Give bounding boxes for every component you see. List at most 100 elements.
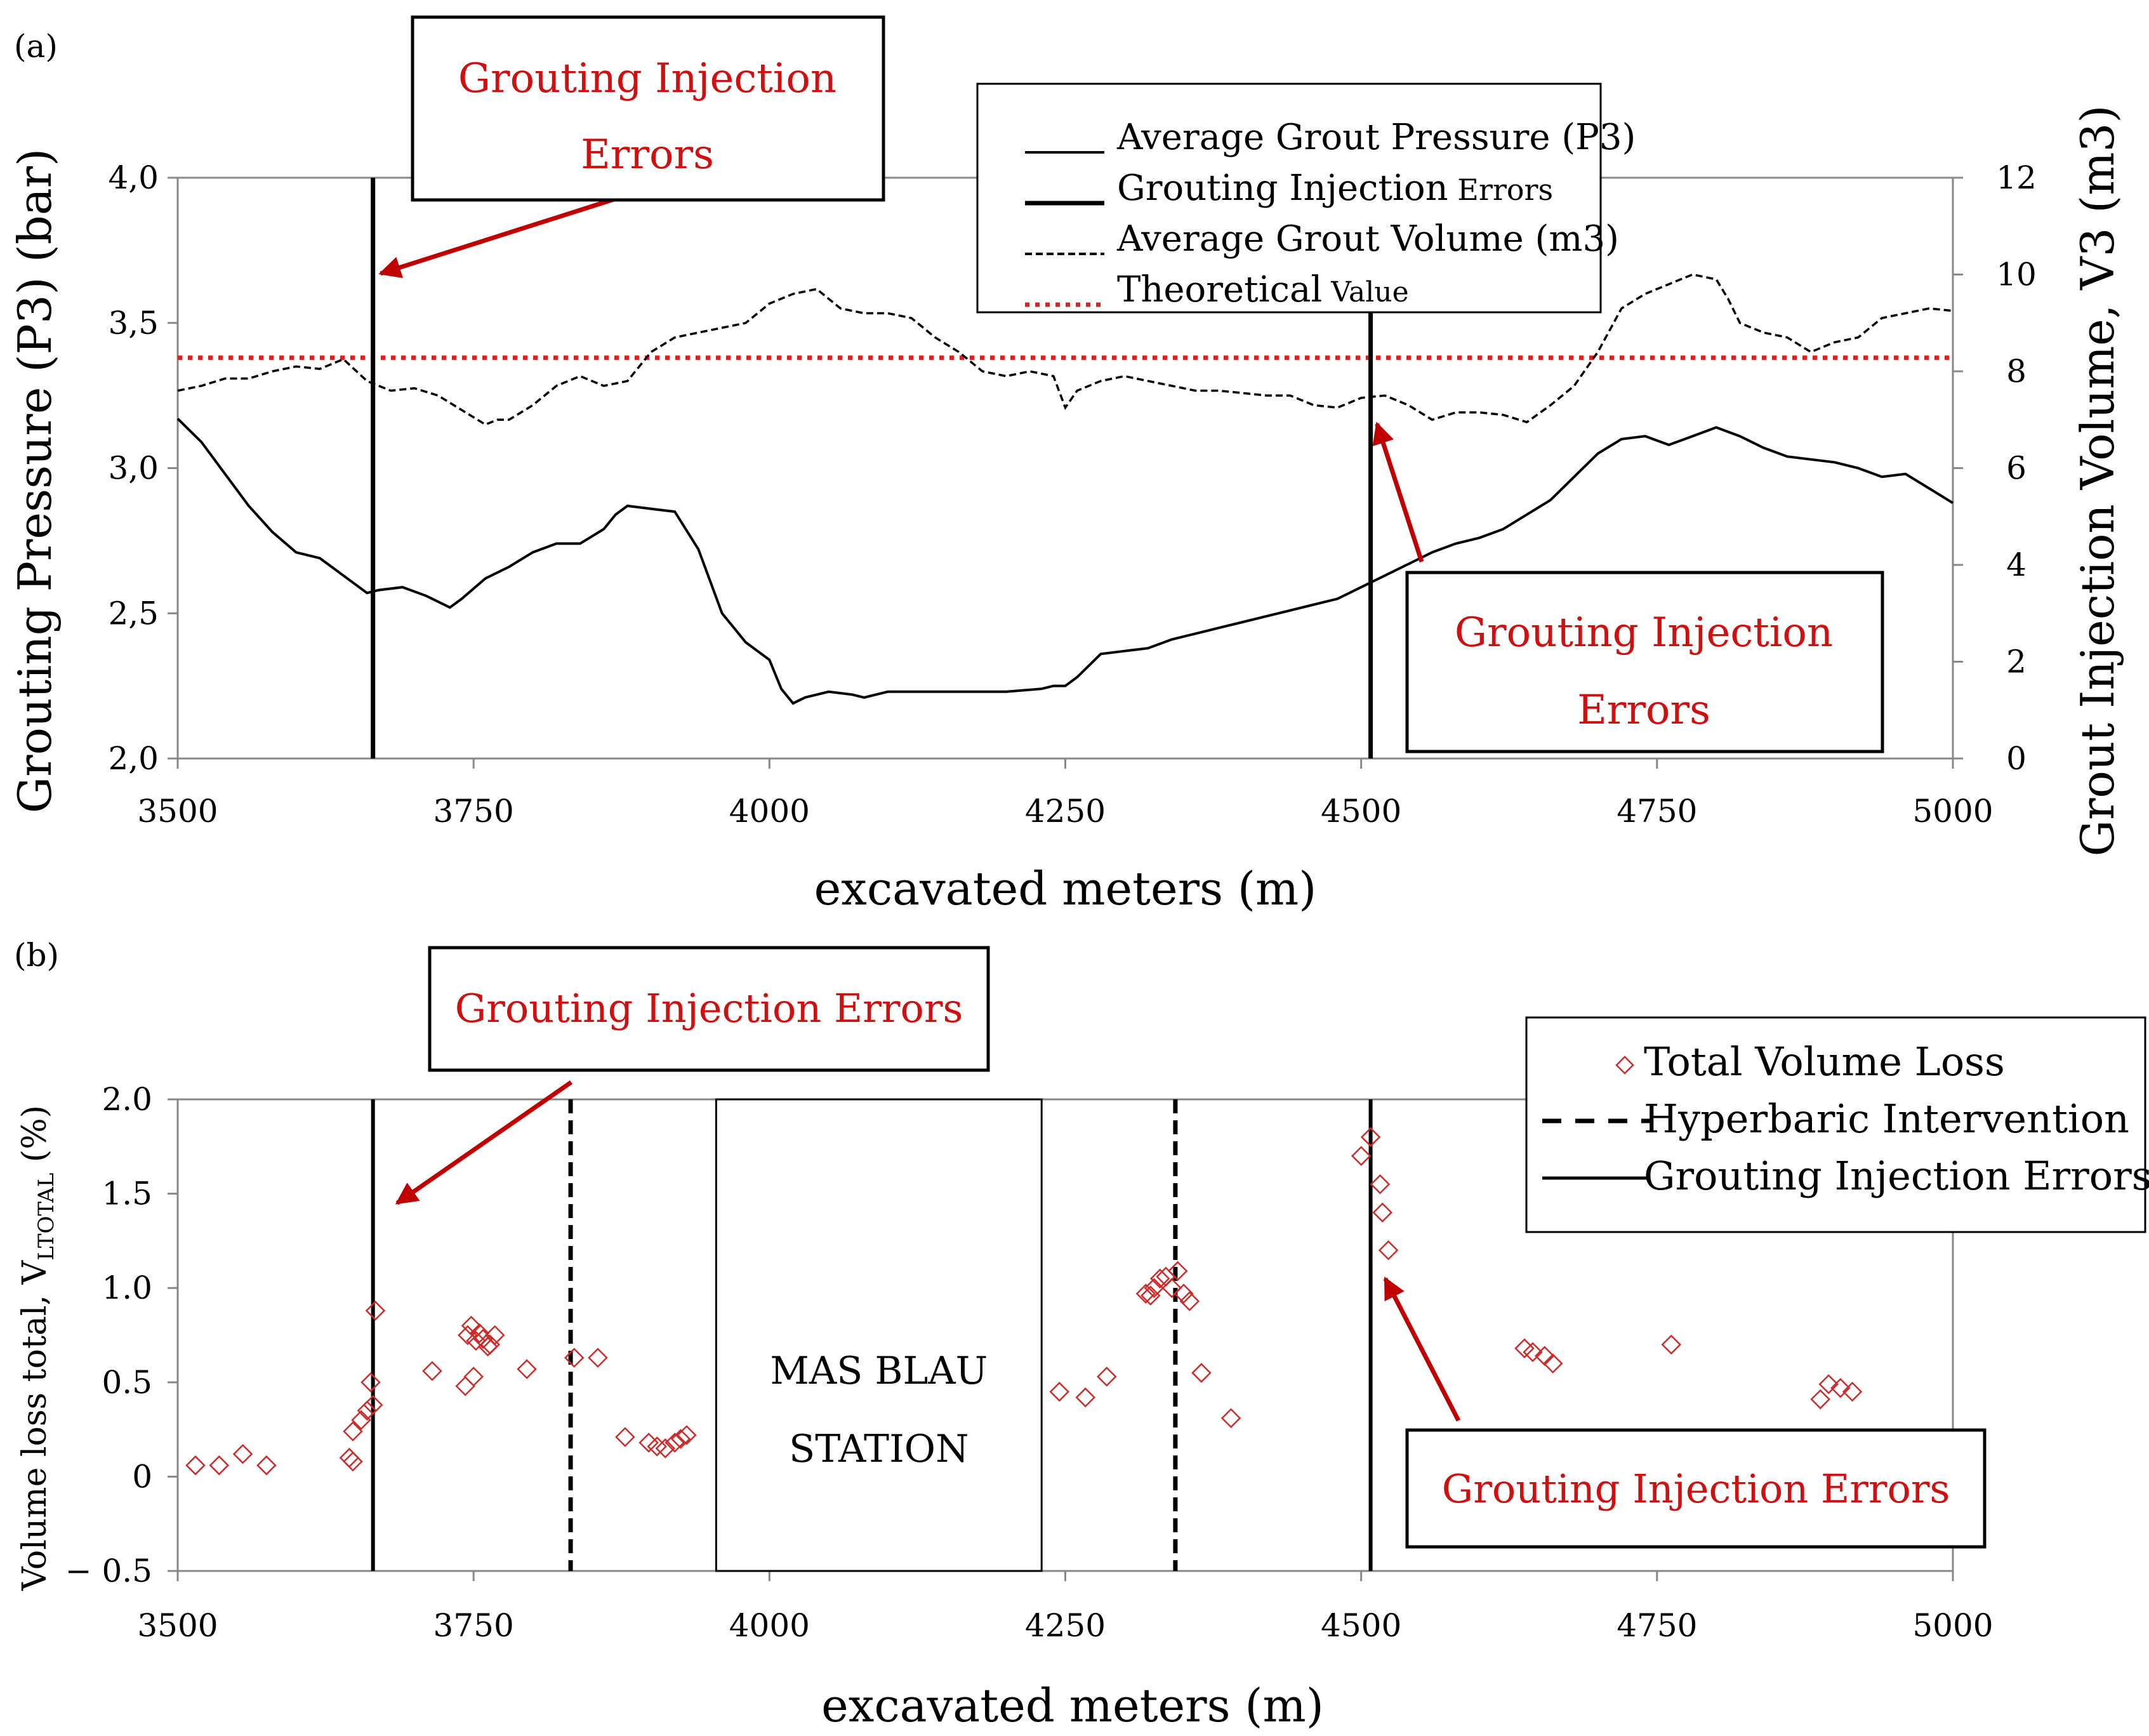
volume-loss-point: [1096, 1367, 1117, 1387]
volume-loss-point: [1191, 1363, 1212, 1383]
volume-loss-point: [655, 1438, 676, 1459]
volume-loss-point: [469, 1323, 490, 1344]
y-axis-label: Volume loss total, VLTOTAL (%): [16, 1105, 59, 1591]
y-tick-label: 3,5: [108, 305, 159, 341]
volume-loss-point: [466, 1330, 486, 1351]
x-tick-label: 4250: [1025, 1607, 1106, 1644]
volume-loss-point: [232, 1443, 253, 1464]
volume-loss-point: [1514, 1338, 1535, 1359]
annotation-box: [1405, 1428, 1987, 1549]
y-axis-label-unit: (%): [16, 1105, 54, 1173]
volume-loss-point: [517, 1359, 537, 1379]
volume-loss-point: [1542, 1353, 1563, 1374]
volume-loss-point: [360, 1372, 381, 1393]
panel-label: (a): [14, 28, 58, 65]
x-tick-label: 4000: [729, 793, 810, 830]
y-tick-label: 2,0: [108, 740, 159, 777]
legend-a: Average Grout Pressure (P3) Grouting Inje…: [976, 83, 1636, 314]
legend-box: [1525, 1016, 2146, 1233]
x-tick-label: 5000: [1912, 793, 1993, 830]
annotation-text: Grouting Injection Errors: [1442, 1466, 1950, 1512]
volume-loss-point: [351, 1410, 371, 1431]
x-tick-label: 4000: [729, 1607, 810, 1644]
volume-loss-point: [1149, 1268, 1170, 1289]
x-axis-label: excavated meters (m): [821, 1679, 1324, 1732]
x-tick-label: 4750: [1617, 1607, 1697, 1644]
volume-loss-point: [1220, 1408, 1241, 1429]
volume-loss-point: [1661, 1334, 1681, 1355]
annotation-arrow: [1372, 421, 1424, 563]
y-axis-label: Grouting Pressure (P3) (bar): [8, 149, 62, 814]
volume-loss-point: [1174, 1283, 1194, 1304]
y-tick-label: − 0.5: [65, 1553, 152, 1589]
volume-loss-point: [1161, 1278, 1182, 1298]
volume-loss-point: [209, 1455, 230, 1476]
annotation-text: Errors: [1577, 687, 1710, 734]
x-tick-label: 4500: [1321, 1607, 1401, 1644]
y-tick-label: 2,5: [108, 595, 159, 632]
volume-loss-point: [670, 1429, 691, 1449]
panel-label: (b): [14, 937, 59, 974]
volume-loss-point: [463, 1367, 484, 1387]
volume-loss-point: [1135, 1283, 1156, 1304]
grout-volume-line: [177, 273, 1954, 426]
volume-loss-point: [343, 1421, 363, 1441]
volume-loss-point: [484, 1325, 505, 1346]
y2-tick-label: 6: [2006, 450, 2027, 487]
volume-loss-point: [665, 1433, 685, 1453]
volume-loss-point: [1144, 1278, 1165, 1298]
volume-loss-point: [422, 1361, 442, 1381]
annotation-text: Grouting Injection Errors: [455, 985, 963, 1031]
annotation-arrow: [378, 194, 623, 279]
volume-loss-point: [647, 1436, 667, 1457]
annotation-box: [411, 15, 885, 202]
y2-tick-label: 2: [2006, 644, 2027, 680]
station-label: MAS BLAU: [770, 1349, 988, 1393]
volume-loss-point: [339, 1447, 360, 1468]
volume-loss-point: [1370, 1174, 1391, 1195]
y-tick-label: 1.0: [102, 1269, 152, 1306]
x-axis-label: excavated meters (m): [814, 862, 1317, 915]
x-tick-label: 3500: [137, 1607, 218, 1644]
legend-label: Theoretical Value: [1117, 269, 1409, 310]
y-tick-label: 0: [132, 1458, 152, 1495]
volume-loss-point: [1049, 1381, 1069, 1402]
annotation-arrow: [395, 1080, 572, 1205]
volume-loss-point: [1830, 1377, 1851, 1398]
legend-label: Grouting Injection Errors: [1117, 168, 1553, 209]
annotation-box: [428, 946, 990, 1072]
legend-b: Total Volume Loss Hyperbaric Intervention…: [1525, 1016, 2149, 1233]
legend-label-suffix: Value: [1322, 276, 1408, 308]
annotation-box: [1405, 571, 1884, 753]
volume-loss-point: [1378, 1240, 1399, 1261]
volume-loss-point: [185, 1455, 206, 1476]
y2-tick-label: 4: [2006, 547, 2027, 583]
volume-loss-point: [1523, 1342, 1543, 1363]
legend-swatch: [1615, 1056, 1634, 1075]
y-tick-label: 1.5: [102, 1176, 152, 1212]
volume-loss-point: [615, 1427, 635, 1447]
station-label: STATION: [789, 1427, 969, 1471]
volume-loss-point: [1842, 1381, 1863, 1402]
chart-panel-a: (a) 2,0 2,5 3,0 3,5 4,0 0 2 4 6 8 10 12 3500 3750 4000 4…: [8, 15, 2124, 915]
volume-loss-point: [1372, 1202, 1392, 1223]
volume-loss-point: [638, 1433, 659, 1453]
y2-tick-label: 0: [2006, 740, 2027, 777]
chart-panel-b: (b) − 0.5 0 0.5 1.0 1.5 2.0 3500 3750 4000 4250 450…: [14, 937, 2149, 1732]
y-axis-label-subscript: LTOTAL: [34, 1173, 59, 1261]
volume-loss-point: [362, 1395, 383, 1415]
x-tick-label: 4750: [1617, 793, 1697, 830]
x-tick-label: 3750: [433, 1607, 514, 1644]
volume-loss-point: [677, 1425, 697, 1445]
volume-loss-point: [1810, 1389, 1830, 1410]
volume-loss-point: [256, 1455, 277, 1476]
legend-label-suffix: Errors: [1448, 173, 1553, 207]
volume-loss-point: [455, 1375, 475, 1396]
y2-axis-label: Grout Injection Volume, V3 (m3): [2071, 105, 2124, 857]
y-tick-label: 3,0: [108, 450, 159, 487]
volume-loss-point: [365, 1301, 386, 1321]
x-tick-label: 4250: [1025, 793, 1106, 830]
annotation-text: Grouting Injection: [458, 55, 836, 102]
y-tick-label: 4,0: [108, 159, 159, 196]
